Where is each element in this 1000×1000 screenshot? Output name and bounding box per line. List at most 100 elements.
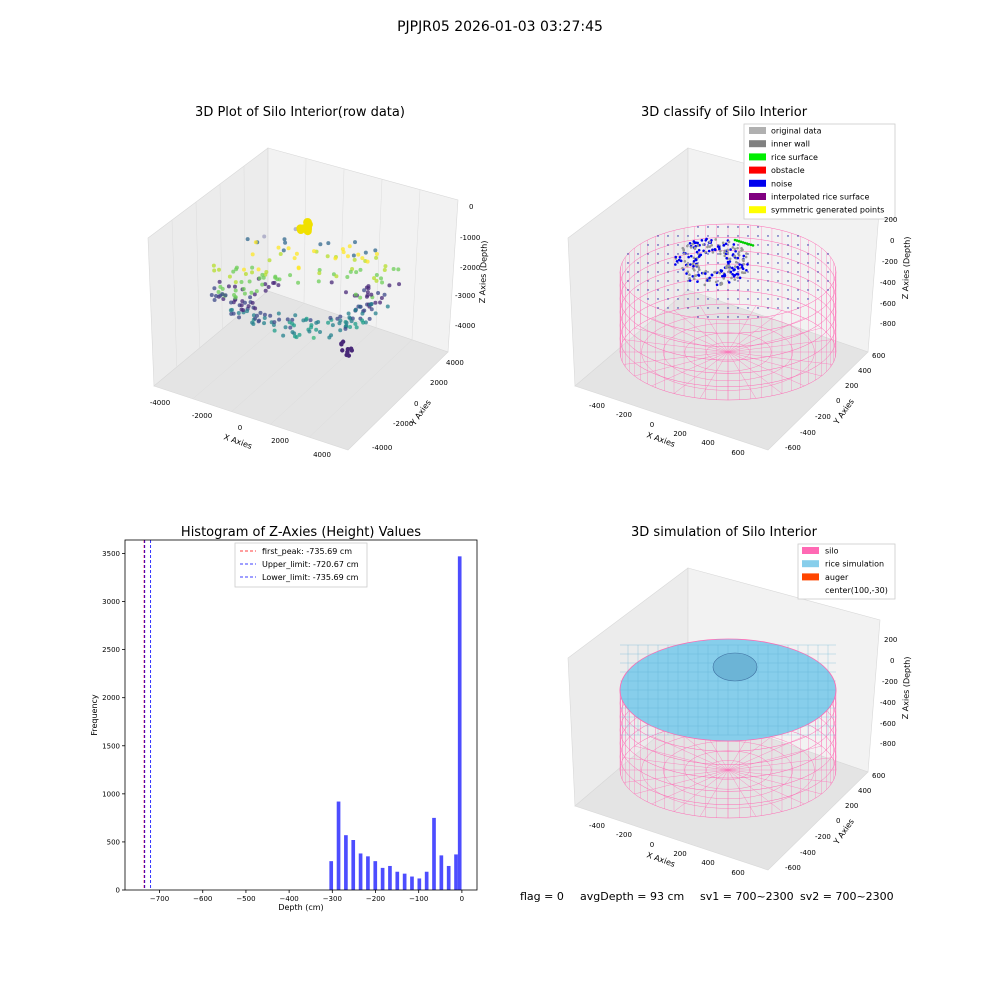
raw-point bbox=[290, 317, 295, 322]
simulation-silo-wireframe bbox=[619, 638, 837, 819]
raw-point bbox=[373, 311, 378, 316]
raw-point bbox=[379, 276, 384, 281]
classify-scan-point bbox=[689, 263, 692, 266]
classify-surface-dot bbox=[637, 253, 639, 255]
raw-point bbox=[352, 257, 357, 262]
classify-scan-point bbox=[725, 256, 728, 260]
classify-scan-point bbox=[708, 240, 712, 244]
classify-surface-dot bbox=[667, 298, 669, 300]
simulation-x-label: X Axies bbox=[645, 850, 676, 869]
raw-data-3d-plot[interactable]: 3D Plot of Silo Interior(row data) -4000… bbox=[147, 105, 489, 459]
classify-scan-point bbox=[732, 243, 736, 246]
raw-point bbox=[250, 320, 255, 325]
classify-ztick: -400 bbox=[880, 279, 896, 287]
simulation-floor-spoke bbox=[727, 769, 822, 795]
raw-point bbox=[245, 237, 250, 242]
raw-point bbox=[360, 311, 365, 316]
classify-surface-dot bbox=[797, 235, 799, 237]
classify-surface-dot bbox=[697, 235, 699, 237]
raw-point bbox=[250, 252, 255, 257]
raw-point bbox=[281, 248, 286, 253]
histogram-ytick-label: 3500 bbox=[102, 550, 120, 558]
simulation-3d-plot[interactable]: 3D simulation of Silo Interior silo rice … bbox=[567, 525, 912, 877]
classify-scan-point bbox=[741, 258, 745, 261]
simulation-ztick: 200 bbox=[884, 636, 897, 644]
classify-surface-dot bbox=[777, 289, 779, 291]
classify-xtick: 600 bbox=[731, 449, 744, 457]
classify-scan-point bbox=[692, 240, 696, 243]
raw-point bbox=[283, 240, 288, 245]
histogram-xtick-label: −100 bbox=[409, 895, 428, 903]
raw-point bbox=[374, 252, 379, 257]
classify-surface-dot bbox=[727, 280, 729, 282]
simulation-xtick: 0 bbox=[650, 841, 654, 849]
raw-point bbox=[365, 290, 370, 295]
classify-surface-dot bbox=[667, 244, 669, 246]
raw-point bbox=[307, 329, 312, 334]
depth-histogram[interactable]: Histogram of Z-Axies (Height) Values −70… bbox=[90, 525, 478, 912]
simulation-xtick: 400 bbox=[701, 859, 714, 867]
classify-surface-dot bbox=[807, 244, 809, 246]
classify-scan-point bbox=[713, 270, 717, 274]
histogram-bar bbox=[457, 556, 462, 890]
classify-scan-point bbox=[737, 251, 741, 254]
raw-point bbox=[223, 293, 228, 298]
simulation-ytick: -400 bbox=[800, 849, 816, 857]
classify-surface-dot bbox=[757, 244, 759, 246]
raw-point bbox=[318, 242, 323, 247]
status-sv2: sv2 = 700~2300 bbox=[800, 890, 894, 903]
classify-scan-point bbox=[742, 254, 746, 258]
classify-surface-dot bbox=[767, 244, 769, 246]
raw-point bbox=[239, 279, 244, 284]
classify-3d-plot[interactable]: 3D classify of Silo Interior original da… bbox=[567, 105, 912, 457]
raw-point bbox=[334, 274, 339, 279]
raw-point bbox=[263, 288, 268, 293]
simulation-ztick: -800 bbox=[880, 740, 896, 748]
classify-floor-spoke bbox=[727, 310, 783, 353]
classify-surface-dot bbox=[767, 298, 769, 300]
classify-scan-point bbox=[714, 238, 717, 241]
classify-surface-dot bbox=[827, 271, 829, 273]
classify-scan-point bbox=[742, 262, 746, 266]
classify-rice-point bbox=[747, 242, 751, 246]
raw-point bbox=[253, 306, 258, 311]
classify-xtick: -200 bbox=[616, 411, 632, 419]
status-flag: flag = 0 bbox=[520, 890, 564, 903]
classify-scan-point bbox=[719, 249, 722, 253]
classify-xtick: 400 bbox=[701, 439, 714, 447]
classify-scan-point bbox=[736, 246, 739, 250]
raw-point bbox=[267, 258, 272, 263]
classify-rice-point bbox=[733, 238, 737, 242]
classify-surface-dot bbox=[667, 289, 669, 291]
classify-surface-dot bbox=[627, 280, 629, 282]
classify-scan-point bbox=[697, 266, 701, 269]
classify-surface-dot bbox=[797, 289, 799, 291]
classify-surface-dot bbox=[707, 235, 709, 237]
classify-floor-spoke bbox=[651, 317, 729, 353]
raw-point bbox=[316, 279, 321, 284]
simulation-floor-spoke bbox=[634, 769, 729, 795]
classify-scan-point bbox=[740, 265, 744, 269]
classify-surface-dot bbox=[757, 262, 759, 264]
classify-scan-point bbox=[743, 271, 747, 275]
classify-ytick: -400 bbox=[800, 429, 816, 437]
histogram-bar bbox=[373, 861, 378, 890]
raw-x-ticks: -4000 -2000 0 2000 4000 bbox=[150, 399, 331, 459]
classify-surface-dot bbox=[787, 289, 789, 291]
classify-surface-dot bbox=[697, 271, 699, 273]
raw-ztick: -1000 bbox=[460, 234, 480, 242]
raw-point-bottom bbox=[348, 346, 354, 351]
simulation-depression bbox=[712, 652, 758, 682]
raw-point bbox=[281, 333, 286, 338]
raw-point bbox=[277, 277, 282, 282]
histogram-ytick-label: 0 bbox=[116, 887, 120, 895]
raw-point bbox=[356, 252, 361, 257]
raw-point bbox=[296, 280, 301, 285]
raw-point bbox=[304, 316, 309, 321]
raw-point bbox=[254, 289, 259, 294]
raw-point bbox=[286, 246, 291, 251]
classify-scan-point bbox=[692, 259, 696, 263]
classify-floor-spoke bbox=[634, 327, 729, 353]
raw-point bbox=[276, 245, 281, 250]
raw-point bbox=[366, 284, 371, 289]
